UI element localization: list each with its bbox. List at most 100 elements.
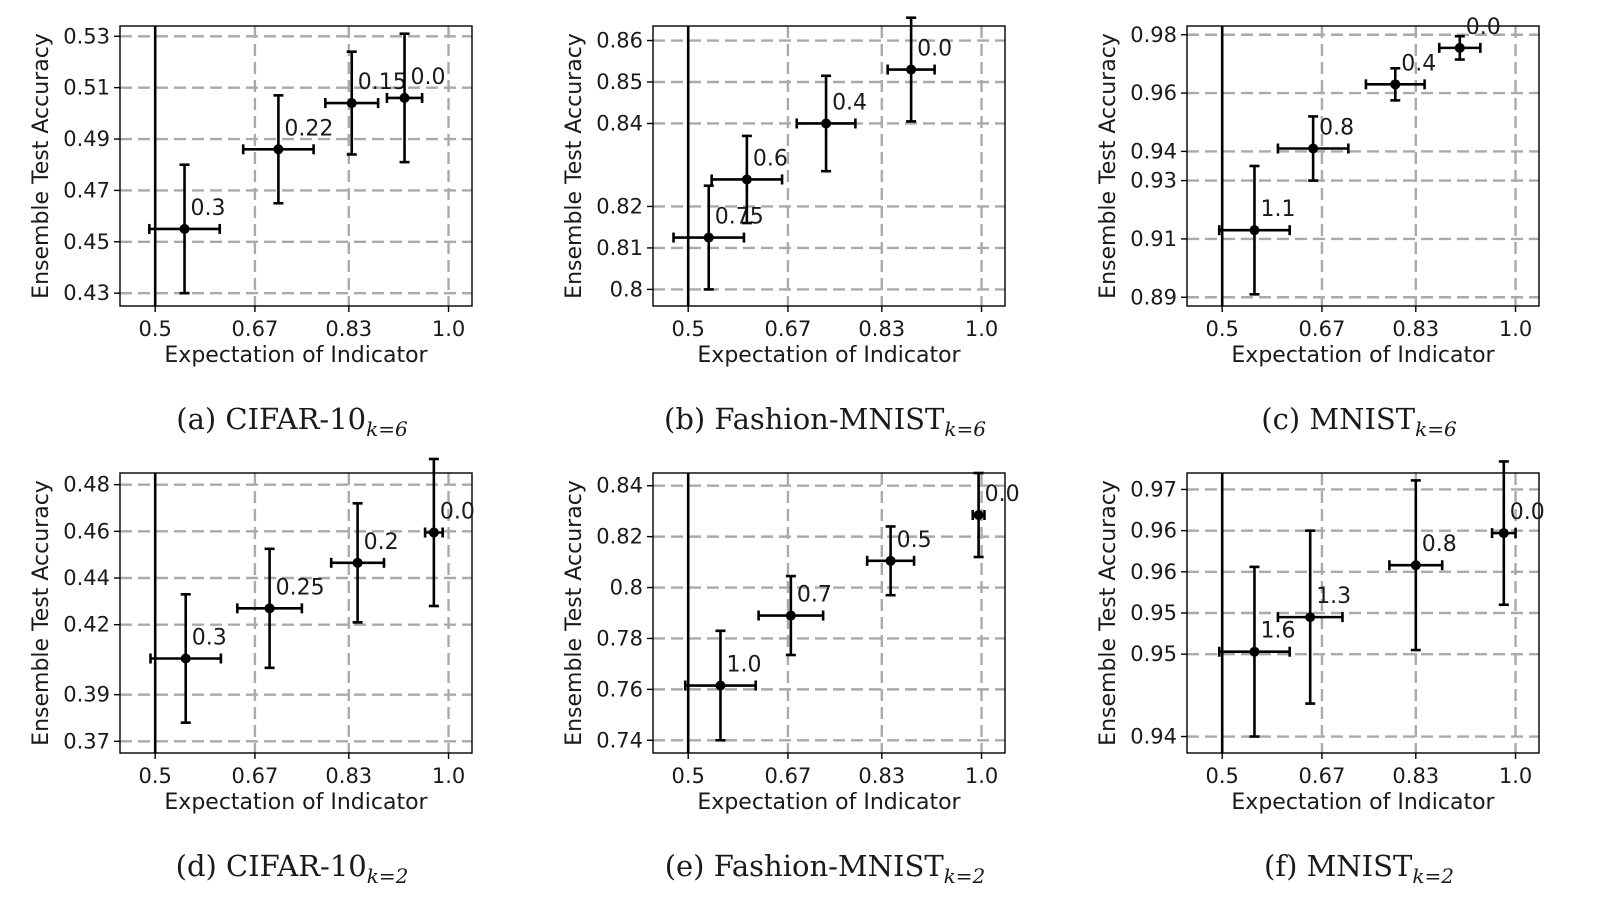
y-tick-label: 0.82: [596, 194, 643, 218]
data-point: [1308, 143, 1319, 154]
data-point: [703, 232, 714, 243]
subfigure-caption: (c) MNISTk=6: [1099, 402, 1603, 441]
data-point: [741, 174, 752, 185]
data-point: [180, 653, 191, 664]
y-tick-label: 0.46: [63, 519, 110, 543]
data-point-label: 1.6: [1260, 619, 1295, 644]
y-tick-label: 0.96: [1130, 519, 1177, 543]
chart-panel-6: 0.5 0.67 0.83 1.0 0.94 0.95 0.95 0.96 0.96 0.97 Ex…: [1067, 447, 1587, 888]
data-point-label: 0.0: [411, 65, 446, 90]
data-point-label: 0.5: [897, 528, 932, 553]
y-tick-label: 0.51: [63, 76, 110, 100]
data-point-label: 0.75: [715, 205, 764, 230]
y-tick-label: 0.49: [63, 127, 110, 151]
data-point-label: 0.8: [1319, 116, 1354, 141]
plot-frame: [119, 472, 473, 754]
plot-frame: [652, 25, 1006, 307]
y-tick-label: 0.97: [1130, 477, 1177, 501]
x-tick-label: 0.5: [1205, 317, 1238, 341]
subfigure-caption: (d) CIFAR-10k=2: [32, 849, 552, 888]
caption-subscript: k=2: [366, 863, 409, 888]
data-point: [1390, 79, 1401, 90]
chart-svg: 0.5 0.67 0.83 1.0 0.94 0.95 0.95 0.96 0.96 0.97 Ex…: [1096, 460, 1545, 815]
data-point-label: 0.7: [797, 583, 832, 608]
y-tick-label: 0.82: [596, 525, 643, 549]
caption-subscript: k=6: [944, 416, 986, 441]
x-axis-label: Expectation of Indicator: [164, 343, 428, 368]
data-point: [906, 64, 917, 75]
x-tick-label: 0.67: [232, 764, 279, 788]
y-tick-label: 0.84: [596, 111, 643, 135]
x-tick-label: 0.5: [138, 317, 171, 341]
subfigure-caption: (a) CIFAR-10k=6: [32, 402, 552, 441]
y-tick-label: 0.42: [63, 613, 110, 637]
data-point: [1498, 528, 1509, 539]
y-tick-label: 0.94: [1130, 725, 1177, 749]
chart-svg: 0.5 0.67 0.83 1.0 0.89 0.91 0.93 0.94 0.96 0.98 Ex…: [1096, 15, 1540, 368]
y-tick-label: 0.98: [1130, 23, 1177, 47]
x-axis-label: Expectation of Indicator: [1231, 343, 1495, 368]
data-point-label: 0.0: [985, 482, 1020, 507]
y-tick-label: 0.93: [1130, 169, 1177, 193]
chart-panel-1: 0.5 0.67 0.83 1.0 0.43 0.45 0.47 0.49 0.51 0.53 Ex…: [0, 0, 520, 441]
chart-panel-2: 0.5 0.67 0.83 1.0 0.8 0.81 0.82 0.84 0.85 0.86 Exp…: [533, 0, 1053, 441]
data-point-label: 1.3: [1316, 584, 1351, 609]
x-axis-label: Expectation of Indicator: [697, 343, 961, 368]
caption-text: (a) CIFAR-10: [176, 402, 367, 436]
x-axis-label: Expectation of Indicator: [164, 790, 428, 815]
data-point: [1454, 42, 1465, 53]
y-tick-label: 0.95: [1130, 601, 1177, 625]
data-point-label: 0.0: [917, 37, 952, 62]
caption-subscript: k=6: [366, 416, 408, 441]
x-tick-label: 0.83: [858, 317, 905, 341]
plot-frame: [1186, 25, 1540, 307]
data-point-label: 0.3: [191, 196, 226, 221]
x-tick-label: 0.83: [858, 764, 905, 788]
data-point-label: 0.0: [1466, 15, 1501, 40]
y-axis-label: Ensemble Test Accuracy: [562, 480, 587, 746]
data-point: [346, 98, 357, 109]
x-tick-label: 0.83: [1392, 764, 1439, 788]
data-point: [785, 610, 796, 621]
data-point-label: 1.0: [726, 653, 761, 678]
data-point: [821, 118, 832, 129]
subfigure-caption: (b) Fashion-MNISTk=6: [565, 402, 1085, 441]
y-tick-label: 0.53: [63, 24, 110, 48]
chart-svg: 0.5 0.67 0.83 1.0 0.37 0.39 0.42 0.44 0.46 0.48 Ex…: [29, 457, 475, 815]
y-axis-label: Ensemble Test Accuracy: [29, 33, 54, 299]
x-axis-label: Expectation of Indicator: [697, 790, 961, 815]
y-tick-label: 0.37: [63, 729, 110, 753]
data-point-label: 0.22: [284, 116, 333, 141]
chart-panel-5: 0.5 0.67 0.83 1.0 0.74 0.76 0.78 0.8 0.82 0.84 Exp…: [533, 447, 1053, 888]
caption-subscript: k=2: [1412, 863, 1454, 888]
caption-text: (f) MNIST: [1264, 849, 1413, 883]
x-tick-label: 1.0: [432, 764, 465, 788]
x-tick-label: 1.0: [965, 764, 998, 788]
caption-text: (e) Fashion-MNIST: [664, 849, 944, 883]
y-tick-label: 0.44: [63, 566, 110, 590]
chart-svg: 0.5 0.67 0.83 1.0 0.8 0.81 0.82 0.84 0.85 0.86 Exp…: [562, 16, 1006, 368]
x-tick-label: 0.5: [138, 764, 171, 788]
y-tick-label: 0.45: [63, 230, 110, 254]
y-tick-label: 0.89: [1130, 285, 1177, 309]
data-point-label: 0.25: [276, 575, 325, 600]
y-tick-label: 0.94: [1130, 139, 1177, 163]
y-tick-label: 0.81: [596, 236, 643, 260]
y-tick-label: 0.39: [63, 683, 110, 707]
chart-panel-4: 0.5 0.67 0.83 1.0 0.37 0.39 0.42 0.44 0.46 0.48 Ex…: [0, 447, 520, 888]
data-point: [973, 510, 984, 520]
y-tick-label: 0.85: [596, 70, 643, 94]
x-tick-label: 0.83: [325, 317, 372, 341]
data-point-label: 0.8: [1422, 532, 1457, 557]
x-tick-label: 0.67: [1299, 764, 1346, 788]
chart-svg: 0.5 0.67 0.83 1.0 0.43 0.45 0.47 0.49 0.51 0.53 Ex…: [29, 24, 473, 368]
plot-frame: [119, 25, 473, 307]
y-tick-label: 0.96: [1130, 81, 1177, 105]
data-point-label: 0.4: [832, 90, 867, 115]
y-tick-label: 0.86: [596, 29, 643, 53]
data-point: [399, 92, 410, 103]
data-point-label: 0.0: [440, 500, 475, 525]
x-tick-label: 1.0: [1499, 764, 1532, 788]
caption-subscript: k=2: [943, 863, 986, 888]
y-tick-label: 0.47: [63, 178, 110, 202]
